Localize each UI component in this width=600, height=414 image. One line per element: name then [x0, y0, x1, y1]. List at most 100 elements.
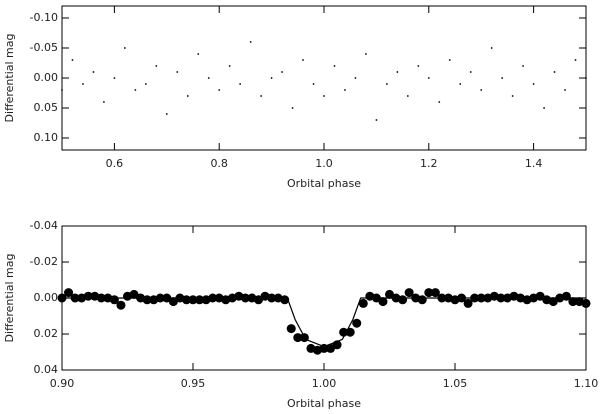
x-tick-label: 1.0	[315, 157, 333, 170]
data-point	[286, 324, 296, 334]
y-tick-label: 0.04	[34, 363, 59, 376]
data-point	[532, 83, 535, 85]
data-point	[129, 289, 139, 299]
x-axis-label: Orbital phase	[287, 177, 361, 190]
data-point	[574, 59, 577, 61]
y-tick-label: 0.02	[34, 327, 59, 340]
data-point	[385, 289, 394, 299]
data-point	[155, 293, 165, 303]
data-point	[312, 83, 315, 85]
data-point	[113, 77, 116, 79]
data-point	[385, 83, 388, 85]
data-point	[281, 71, 283, 73]
data-point	[581, 298, 591, 308]
y-tick-label: -0.10	[30, 11, 58, 24]
data-point	[165, 113, 168, 115]
data-point	[123, 47, 126, 49]
data-point	[427, 77, 430, 79]
data-point	[188, 295, 198, 305]
data-point	[352, 318, 362, 328]
data-point	[228, 65, 231, 67]
data-point	[218, 89, 221, 91]
data-point	[470, 293, 480, 303]
data-point	[522, 65, 525, 67]
data-point	[417, 295, 427, 305]
y-tick-label: 0.00	[34, 71, 59, 84]
data-point	[438, 101, 441, 103]
data-point	[511, 95, 514, 97]
data-point	[83, 291, 93, 301]
data-point	[564, 89, 566, 91]
data-point	[302, 59, 304, 61]
data-point	[568, 297, 578, 307]
y-tick-label: -0.02	[30, 255, 58, 268]
model-line	[62, 297, 586, 348]
data-point	[398, 295, 408, 305]
x-tick-label: 0.6	[106, 157, 124, 170]
data-point	[249, 41, 252, 43]
data-point	[116, 300, 126, 310]
data-point	[64, 288, 74, 298]
data-point	[437, 293, 447, 303]
data-point	[501, 77, 504, 79]
data-point	[448, 59, 451, 61]
data-point	[430, 288, 440, 298]
data-point	[254, 295, 263, 305]
data-point	[155, 65, 158, 67]
y-tick-label: 0.05	[34, 101, 59, 114]
data-point	[109, 295, 119, 305]
x-tick-label: 0.95	[181, 377, 206, 390]
data-point	[197, 53, 200, 55]
x-tick-label: 1.4	[525, 157, 543, 170]
data-point	[92, 71, 95, 73]
data-point	[71, 59, 74, 61]
data-point	[208, 293, 218, 303]
data-point	[267, 293, 277, 303]
data-point	[490, 47, 493, 49]
data-point	[280, 295, 290, 305]
data-point	[339, 327, 349, 337]
y-tick-label: -0.05	[30, 41, 58, 54]
data-point	[82, 83, 84, 85]
x-tick-label: 1.2	[420, 157, 438, 170]
y-axis-label: Differential mag	[3, 34, 16, 123]
data-point	[240, 293, 250, 303]
data-point	[459, 83, 462, 85]
y-tick-label: 0.00	[34, 291, 59, 304]
data-point	[260, 95, 263, 97]
data-point	[291, 107, 294, 109]
data-point	[404, 288, 414, 298]
x-tick-label: 1.00	[312, 377, 337, 390]
data-point	[181, 295, 191, 305]
data-point	[469, 71, 472, 73]
plot-frame	[61, 5, 587, 151]
data-point	[332, 340, 342, 350]
y-tick-label: -0.04	[30, 219, 58, 232]
data-point	[553, 71, 556, 73]
data-point	[168, 297, 178, 307]
data-point	[333, 65, 336, 67]
data-point	[299, 333, 309, 343]
data-point	[142, 295, 152, 305]
data-point	[326, 343, 336, 353]
x-axis-label: Orbital phase	[287, 397, 361, 410]
data-point	[358, 298, 368, 308]
data-point	[424, 288, 434, 298]
x-tick-label: 0.90	[50, 377, 75, 390]
data-point	[195, 295, 205, 305]
data-point	[103, 101, 105, 103]
data-point	[323, 95, 325, 97]
data-point	[345, 327, 355, 337]
data-point	[457, 293, 467, 303]
data-point	[239, 83, 242, 85]
data-point	[293, 333, 303, 343]
data-point	[406, 95, 409, 97]
y-axis-label: Differential mag	[3, 254, 16, 343]
data-point	[186, 95, 189, 97]
data-point	[480, 89, 483, 91]
data-point	[134, 89, 137, 91]
data-point	[375, 119, 378, 121]
x-tick-label: 0.8	[210, 157, 228, 170]
x-tick-label: 1.05	[443, 377, 468, 390]
data-point	[476, 293, 486, 303]
